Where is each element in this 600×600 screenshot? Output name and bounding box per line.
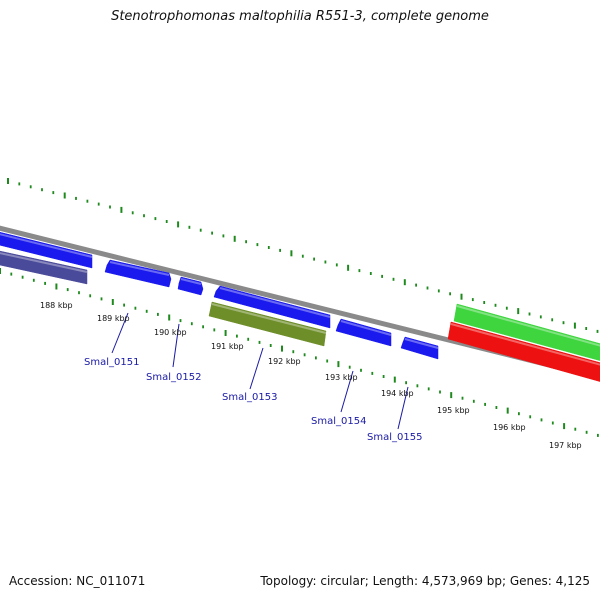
cds-smal-0153-highlight [219, 287, 331, 318]
genome-summary-text: Topology: circular; Length: 4,573,969 bp… [260, 574, 590, 588]
cds-smal-0153 [213, 285, 331, 329]
gene-label-connector [249, 347, 264, 390]
reverse-cds [0, 250, 88, 285]
gene-label-connector [111, 312, 129, 354]
inner-tick-track [0, 268, 599, 437]
cds-smal-0154-highlight [340, 320, 392, 336]
gene-label[interactable]: Smal_0151 [84, 357, 139, 368]
gene-label-connector [172, 323, 180, 368]
kbp-label: 196 kbp [493, 423, 526, 432]
outer-tick-track [7, 178, 599, 333]
cds-smal-0152 [177, 276, 204, 296]
kbp-label: 193 kbp [325, 373, 358, 382]
gene-labels: Smal_0151 Smal_0152 Smal_0153 Smal_0154Smal… [84, 357, 422, 443]
cds-smal-0152-highlight [180, 278, 202, 285]
cds-smal-0154 [335, 318, 392, 347]
cds-smal-0153-olive [208, 301, 327, 347]
kbp-label: 197 kbp [549, 441, 582, 450]
kbp-label: 195 kbp [437, 406, 470, 415]
kbp-label: 188 kbp [40, 301, 73, 310]
gene-label[interactable]: Smal_0152 [146, 372, 201, 383]
cds-smal-0155 [400, 336, 439, 360]
cds-smal-0153-olive-highlight [211, 303, 327, 334]
gene-label[interactable]: Smal_0153 [222, 392, 277, 403]
kbp-label: 194 kbp [381, 389, 414, 398]
kbp-label: 190 kbp [154, 328, 187, 337]
kbp-scale-labels: 188 kbp 189 kbp 190 kbp 191 kbp 192 kbp 193 k… [40, 301, 582, 450]
cds-smal-0155-highlight [404, 338, 439, 349]
map-title: Stenotrophomonas maltophilia R551-3, com… [111, 9, 489, 24]
cds-green-highlight [456, 305, 600, 347]
reverse-cds-highlight [0, 252, 88, 273]
gene-label[interactable]: Smal_0155 [367, 432, 422, 443]
gene-label[interactable]: Smal_0154 [311, 416, 366, 427]
feature-track [0, 231, 600, 382]
kbp-label: 192 kbp [268, 357, 301, 366]
kbp-label: 189 kbp [97, 314, 130, 323]
cds-red-highlight [450, 323, 600, 366]
cds-smal-0151 [104, 259, 172, 288]
cds-smal-0151-highlight [109, 261, 170, 276]
cds-red [447, 321, 600, 382]
forward-cds [0, 231, 93, 269]
accession-text: Accession: NC_011071 [9, 574, 146, 588]
gene-label-connector [340, 370, 354, 413]
cds-green [453, 303, 600, 361]
forward-cds-highlight [0, 233, 93, 258]
gene-label-connectors [111, 312, 409, 430]
kbp-label: 191 kbp [211, 342, 244, 351]
gene-label-connector [397, 386, 409, 430]
